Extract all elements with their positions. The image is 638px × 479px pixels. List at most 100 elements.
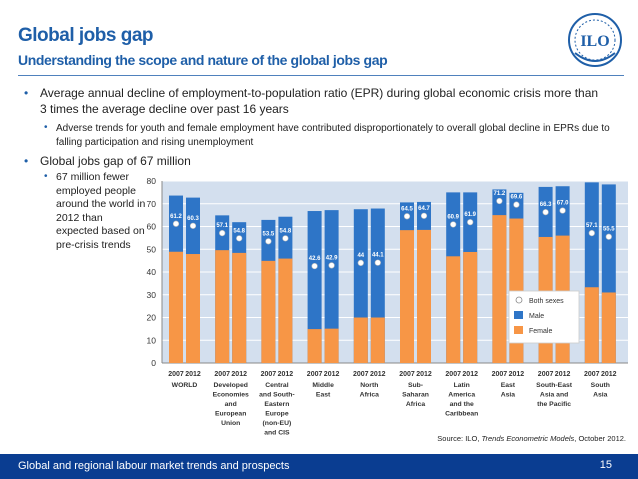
region-label: European (215, 411, 246, 418)
year-label: 2007 (584, 371, 600, 378)
female-bar (463, 251, 478, 363)
y-tick-label: 80 (147, 176, 157, 186)
both-sexes-marker (189, 222, 197, 229)
both-sexes-label: 71.2 (494, 191, 506, 197)
region-label: Asia (593, 392, 608, 399)
region-label: Asia and (540, 392, 568, 399)
y-tick-label: 30 (147, 290, 157, 300)
legend-male-label: Male (529, 313, 544, 320)
both-sexes-label: 53.5 (263, 231, 275, 237)
both-sexes-label: 42.9 (326, 255, 338, 261)
both-sexes-marker (605, 233, 612, 240)
male-bar (307, 211, 322, 363)
year-label: 2012 (601, 371, 617, 378)
year-label: 2012 (416, 371, 432, 378)
female-bar (215, 250, 230, 363)
region-label: Central (265, 382, 289, 389)
both-sexes-marker (467, 219, 474, 226)
bullet-marker: • (24, 154, 29, 168)
both-sexes-marker (311, 262, 318, 270)
both-sexes-label: 69.6 (511, 195, 523, 201)
region-label: Africa (360, 392, 379, 399)
both-sexes-label: 66.3 (540, 202, 552, 208)
legend-female-label: Female (529, 328, 552, 335)
bullet-epr-decline: Average annual decline of employment-to-… (40, 86, 599, 116)
both-sexes-marker (496, 197, 503, 205)
region-label: Latin (454, 382, 470, 389)
footer-bar: Global and regional labour market trends… (0, 454, 638, 479)
y-tick-label: 60 (147, 222, 157, 232)
female-bar (169, 251, 183, 363)
both-sexes-label: 60.9 (447, 214, 459, 220)
both-sexes-marker (420, 212, 428, 219)
year-label: 2012 (462, 371, 478, 378)
year-label: 2007 (492, 371, 508, 378)
sub-bullet-youth-female: Adverse trends for youth and female empl… (56, 123, 610, 148)
both-sexes-label: 61.2 (170, 214, 182, 220)
bullet-marker: • (24, 86, 29, 100)
region-label: South-East (536, 382, 573, 389)
year-label: 2012 (509, 371, 525, 378)
region-label: South (591, 382, 610, 389)
slide-subtitle: Understanding the scope and nature of th… (18, 52, 388, 68)
source-prefix: Source: ILO, (437, 434, 482, 443)
logo-text: ILO (580, 33, 609, 50)
both-sexes-marker (374, 259, 381, 266)
female-bar (400, 230, 414, 363)
female-bar (492, 215, 507, 363)
both-sexes-label: 61.9 (464, 212, 476, 218)
y-tick-label: 0 (151, 358, 156, 368)
female-bar (186, 254, 200, 363)
region-label: Union (221, 420, 240, 427)
region-label: East (501, 382, 516, 389)
year-label: 2007 (399, 371, 415, 378)
both-sexes-marker (328, 262, 335, 269)
legend-both-marker (515, 296, 523, 304)
region-label: North (360, 382, 378, 389)
region-label: Developed (214, 382, 248, 389)
source-title: Trends Econometric Models (481, 434, 575, 443)
female-bar (353, 317, 368, 363)
region-label: and South- (259, 392, 295, 399)
legend-both-label: Both sexes (529, 298, 564, 305)
y-tick-label: 20 (147, 313, 157, 323)
both-sexes-label: 54.8 (280, 228, 292, 234)
y-tick-label: 10 (147, 335, 157, 345)
region-label: Middle (312, 382, 334, 389)
year-label: 2012 (278, 371, 294, 378)
both-sexes-label: 44 (357, 253, 364, 259)
region-label: and the (450, 401, 474, 408)
region-label: Asia (501, 392, 516, 399)
both-sexes-marker (588, 229, 595, 237)
both-sexes-marker (450, 221, 457, 228)
both-sexes-marker (559, 207, 566, 214)
both-sexes-label: 57.1 (216, 223, 228, 229)
female-bar (324, 328, 339, 363)
year-label: 2007 (538, 371, 554, 378)
both-sexes-marker (357, 259, 364, 267)
female-bar (584, 287, 599, 363)
region-label: Saharan (402, 392, 429, 399)
year-label: 2007 (261, 371, 277, 378)
bullet-jobs-gap: Global jobs gap of 67 million (40, 154, 191, 168)
y-tick-label: 40 (147, 267, 157, 277)
y-tick-label: 50 (147, 244, 157, 254)
sub-bullet-marker: • (44, 122, 48, 133)
both-sexes-label: 64.7 (418, 206, 430, 212)
both-sexes-marker (172, 220, 180, 227)
year-label: 2012 (370, 371, 386, 378)
sub-bullet-marker: • (44, 171, 48, 182)
both-sexes-label: 64.5 (401, 206, 413, 212)
region-label: and CIS (264, 430, 290, 437)
region-label: Sub- (408, 382, 423, 389)
region-label: WORLD (172, 382, 198, 389)
female-bar (307, 329, 322, 363)
year-label: 2007 (307, 371, 323, 378)
both-sexes-label: 42.6 (309, 256, 321, 262)
year-label: 2012 (231, 371, 247, 378)
female-bar (278, 258, 293, 363)
both-sexes-marker (265, 238, 272, 245)
female-bar (417, 229, 431, 363)
legend-female-swatch (514, 326, 523, 334)
region-label: Caribbean (445, 411, 478, 418)
